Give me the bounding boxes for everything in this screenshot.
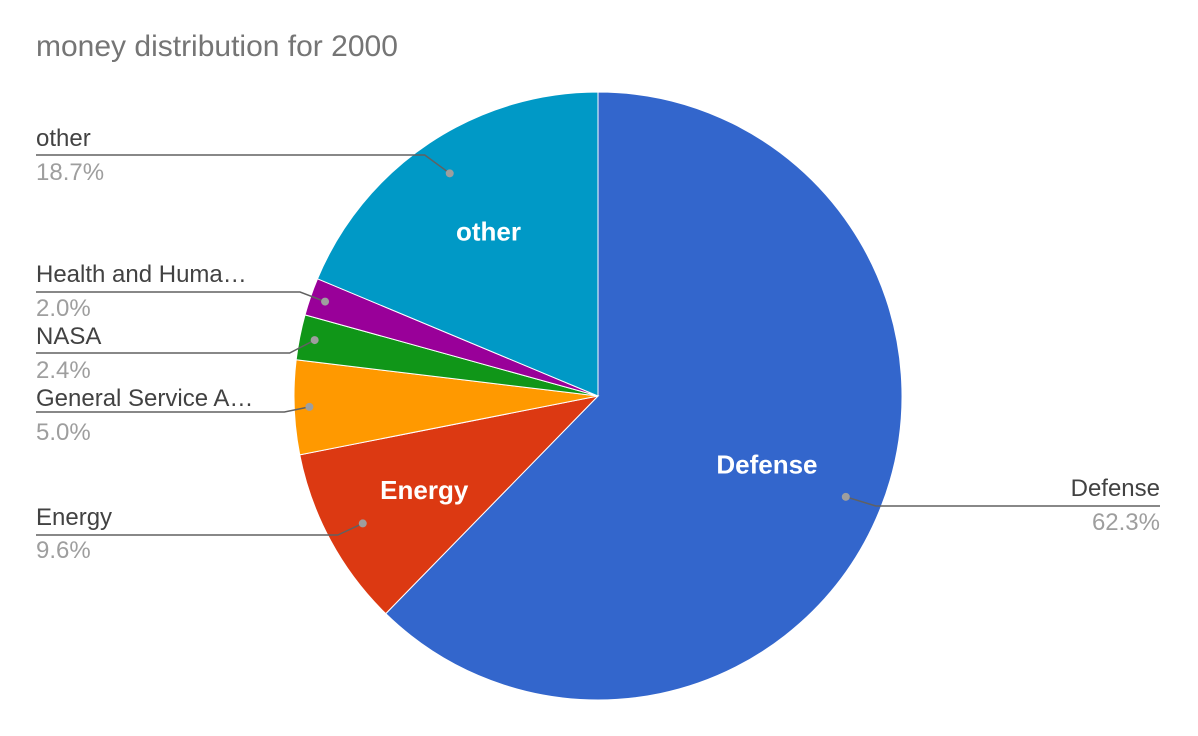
pie-labels: Defense Defense 62.3% Energy Energy 9.6% Gener… [36, 125, 1160, 564]
slice-percent-label-energy: 9.6% [36, 537, 91, 564]
leader-line-defense [845, 496, 1160, 507]
slice-name-label-defense: Defense [1071, 475, 1160, 502]
slice-name-label-other: other [36, 125, 91, 152]
leader-dot-defense [841, 492, 850, 501]
slice-percent-label-nasa: 2.4% [36, 357, 91, 384]
leader-dot-health-and-huma [321, 297, 330, 306]
leader-dot-general-service-a [305, 402, 314, 411]
leader-line-general-service-a [36, 406, 310, 413]
slice-name-label-health-and-huma: Health and Huma… [36, 261, 247, 288]
slice-percent-label-health-and-huma: 2.0% [36, 295, 91, 322]
chart-title: money distribution for 2000 [36, 30, 398, 63]
leader-dot-other [445, 169, 454, 178]
slice-inner-label-energy: Energy [380, 475, 469, 505]
slice-name-label-nasa: NASA [36, 323, 101, 350]
leader-dot-nasa [310, 336, 319, 345]
slice-name-label-general-service-a: General Service A… [36, 385, 253, 412]
leader-line-other [36, 154, 451, 174]
pie-slice-energy [299, 395, 600, 615]
slice-percent-label-defense: 62.3% [1092, 509, 1160, 536]
leader-dot-energy [358, 519, 367, 528]
leader-line-health-and-huma [36, 291, 326, 303]
pie-slice-defense [385, 91, 903, 701]
pie-slices [293, 91, 903, 701]
slice-percent-label-general-service-a: 5.0% [36, 419, 91, 446]
slice-percent-label-other: 18.7% [36, 159, 104, 186]
leader-line-nasa [36, 339, 316, 354]
slice-inner-label-other: other [456, 217, 521, 247]
pie-slice-other [316, 91, 599, 397]
slice-inner-label-defense: Defense [716, 450, 817, 480]
slice-name-label-energy: Energy [36, 504, 112, 531]
leader-line-energy [36, 522, 364, 536]
